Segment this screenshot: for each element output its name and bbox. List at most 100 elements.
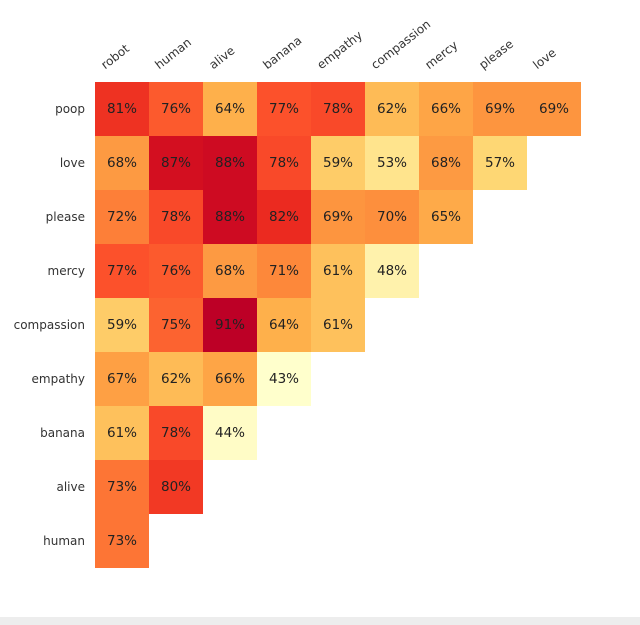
heatmap-empty-cell: [473, 352, 527, 406]
heatmap-empty-cell: [527, 190, 581, 244]
heatmap-cell: 76%: [149, 82, 203, 136]
heatmap-cell: 76%: [149, 244, 203, 298]
heatmap-cell: 61%: [311, 298, 365, 352]
heatmap-cell: 48%: [365, 244, 419, 298]
heatmap-cell: 91%: [203, 298, 257, 352]
heatmap-cell: 67%: [95, 352, 149, 406]
heatmap-cell: 69%: [473, 82, 527, 136]
heatmap-empty-cell: [473, 190, 527, 244]
heatmap-cell: 43%: [257, 352, 311, 406]
heatmap-empty-cell: [473, 244, 527, 298]
heatmap-cell: 73%: [95, 460, 149, 514]
heatmap-cell: 81%: [95, 82, 149, 136]
row-label: human: [43, 534, 85, 548]
heatmap-empty-cell: [473, 298, 527, 352]
heatmap-empty-cell: [365, 406, 419, 460]
heatmap-empty-cell: [365, 514, 419, 568]
heatmap-empty-cell: [311, 352, 365, 406]
heatmap-empty-cell: [203, 514, 257, 568]
heatmap-cell: 64%: [203, 82, 257, 136]
column-label: robot: [98, 41, 132, 72]
heatmap-empty-cell: [419, 298, 473, 352]
heatmap-empty-cell: [365, 298, 419, 352]
column-headers: robot human alive banana empathy compassion me…: [0, 0, 640, 82]
heatmap-cell: 61%: [311, 244, 365, 298]
heatmap-empty-cell: [419, 460, 473, 514]
heatmap-empty-cell: [473, 514, 527, 568]
heatmap-cell: 68%: [203, 244, 257, 298]
heatmap-cell: 78%: [311, 82, 365, 136]
heatmap-empty-cell: [527, 514, 581, 568]
heatmap-empty-cell: [365, 352, 419, 406]
heatmap-cell: 78%: [257, 136, 311, 190]
heatmap-empty-cell: [149, 514, 203, 568]
heatmap-empty-cell: [527, 136, 581, 190]
row-label: compassion: [13, 318, 85, 332]
heatmap-empty-cell: [257, 406, 311, 460]
heatmap-cell: 62%: [149, 352, 203, 406]
column-label: mercy: [422, 37, 461, 72]
column-label: banana: [260, 33, 305, 72]
heatmap-cell: 59%: [311, 136, 365, 190]
heatmap-cell: 65%: [419, 190, 473, 244]
heatmap-empty-cell: [311, 406, 365, 460]
column-label: alive: [206, 43, 238, 72]
heatmap-empty-cell: [311, 460, 365, 514]
bottom-divider: [0, 617, 640, 625]
row-label: please: [45, 210, 85, 224]
heatmap-empty-cell: [527, 406, 581, 460]
heatmap-cell: 72%: [95, 190, 149, 244]
heatmap-cell: 59%: [95, 298, 149, 352]
heatmap-cell: 80%: [149, 460, 203, 514]
heatmap-cell: 57%: [473, 136, 527, 190]
row-label: mercy: [47, 264, 85, 278]
heatmap-empty-cell: [527, 244, 581, 298]
heatmap-empty-cell: [419, 244, 473, 298]
column-header: please: [473, 0, 527, 82]
heatmap-cell: 77%: [95, 244, 149, 298]
heatmap-empty-cell: [365, 460, 419, 514]
heatmap-empty-cell: [419, 352, 473, 406]
heatmap-cell: 69%: [311, 190, 365, 244]
column-label: empathy: [314, 28, 366, 72]
heatmap-cell: 87%: [149, 136, 203, 190]
heatmap-empty-cell: [419, 406, 473, 460]
heatmap-empty-cell: [257, 460, 311, 514]
heatmap-empty-cell: [419, 514, 473, 568]
heatmap-cell: 78%: [149, 190, 203, 244]
heatmap-empty-cell: [203, 460, 257, 514]
heatmap-cell: 78%: [149, 406, 203, 460]
heatmap-empty-cell: [527, 352, 581, 406]
heatmap-cell: 88%: [203, 190, 257, 244]
column-label: please: [476, 36, 516, 72]
row-label: empathy: [31, 372, 85, 386]
heatmap-cell: 82%: [257, 190, 311, 244]
heatmap-empty-cell: [473, 460, 527, 514]
heatmap-cell: 61%: [95, 406, 149, 460]
heatmap-grid: poop 81% 76% 64% 77% 78% 62% 66% 69% 69% love 68% 87…: [0, 82, 640, 568]
column-header: alive: [203, 0, 257, 82]
heatmap-cell: 44%: [203, 406, 257, 460]
column-header: compassion: [365, 0, 433, 82]
column-header: mercy: [419, 0, 473, 82]
row-label: poop: [55, 102, 85, 116]
heatmap-cell: 71%: [257, 244, 311, 298]
heatmap-corner-spacer: [0, 0, 95, 82]
heatmap-cell: 62%: [365, 82, 419, 136]
heatmap-empty-cell: [527, 460, 581, 514]
row-label: banana: [40, 426, 85, 440]
column-header: robot: [95, 0, 149, 82]
column-header: love: [527, 0, 581, 82]
heatmap-empty-cell: [473, 406, 527, 460]
heatmap-cell: 64%: [257, 298, 311, 352]
column-header: banana: [257, 0, 311, 82]
column-header: empathy: [311, 0, 365, 82]
column-label: human: [152, 35, 194, 72]
heatmap-cell: 75%: [149, 298, 203, 352]
heatmap-cell: 68%: [419, 136, 473, 190]
heatmap-empty-cell: [257, 514, 311, 568]
column-header: human: [149, 0, 203, 82]
row-label: alive: [56, 480, 85, 494]
heatmap-empty-cell: [311, 514, 365, 568]
